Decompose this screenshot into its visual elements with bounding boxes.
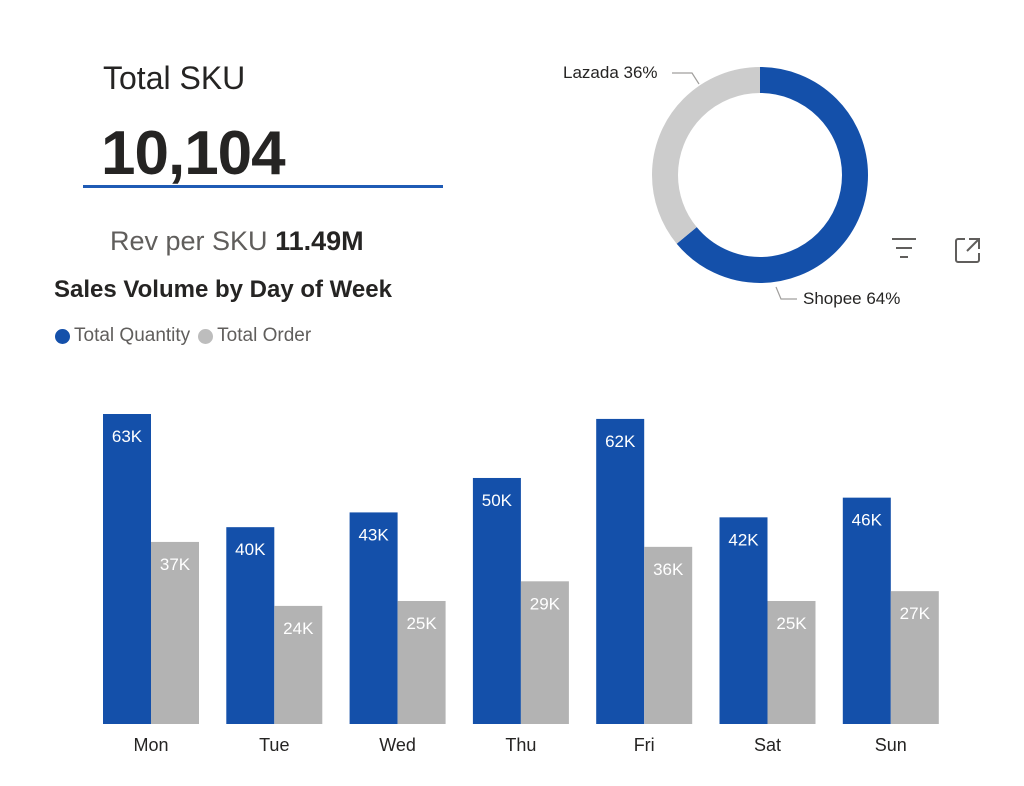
rev-per-sku-label: Rev per SKU [110, 226, 268, 256]
legend-dot-total-quantity [55, 328, 70, 344]
data-label-total-quantity-mon: 63K [112, 427, 143, 446]
x-tick-label-sun: Sun [875, 735, 907, 755]
x-tick-label-wed: Wed [379, 735, 416, 755]
bar-chart: 63K 37K Mon 40K 24K Tue 43K 25K Wed 50K 29K Thu 62K 3… [103, 414, 939, 755]
bar-total-order-fri[interactable] [644, 546, 693, 724]
donut-segment-lazada[interactable] [652, 67, 868, 283]
x-tick-label-tue: Tue [259, 735, 289, 755]
bar-total-quantity-sat[interactable] [719, 517, 768, 724]
chart-title: Sales Volume by Day of Week [54, 276, 392, 303]
data-label-total-quantity-tue: 40K [235, 540, 266, 559]
data-label-total-order-sat: 25K [776, 614, 807, 633]
bar-total-order-tue[interactable] [274, 605, 323, 724]
x-tick-label-fri: Fri [634, 735, 655, 755]
bar-total-quantity-wed[interactable] [349, 512, 398, 724]
bar-total-order-sun[interactable] [890, 591, 939, 724]
legend-dot-total-order [198, 328, 214, 344]
x-tick-label-mon: Mon [133, 735, 168, 755]
data-label-total-quantity-thu: 50K [482, 491, 513, 510]
bar-total-order-mon[interactable] [151, 541, 199, 724]
bar-total-quantity-mon[interactable] [103, 414, 151, 724]
filter-icon [892, 238, 916, 258]
bar-total-quantity-tue[interactable] [226, 527, 275, 724]
bar-total-quantity-fri[interactable] [596, 418, 645, 724]
data-label-total-quantity-fri: 62K [605, 432, 636, 451]
kpi-underline [83, 185, 443, 188]
filter-button[interactable] [886, 230, 922, 266]
data-label-total-order-sun: 27K [900, 604, 931, 623]
data-label-total-order-thu: 29K [530, 594, 561, 613]
data-label-total-quantity-sun: 46K [852, 511, 883, 530]
donut-label-shopee: Shopee 64% [803, 289, 901, 308]
legend-label-total-quantity: Total Quantity [74, 325, 191, 346]
donut-chart[interactable] [640, 60, 880, 300]
bar-total-order-thu[interactable] [520, 581, 569, 724]
data-label-total-order-wed: 25K [406, 614, 437, 633]
kpi-value: 10,104 [101, 119, 286, 188]
bar-total-quantity-sun[interactable] [842, 497, 891, 724]
x-tick-label-thu: Thu [505, 735, 536, 755]
legend-item-total-order[interactable]: Total Order [198, 325, 311, 347]
chart-legend: Total Quantity Total Order [55, 325, 319, 347]
focus-mode-icon [955, 238, 980, 263]
x-tick-label-sat: Sat [754, 735, 781, 755]
bar-total-order-sat[interactable] [767, 600, 816, 724]
bar-total-quantity-thu[interactable] [472, 477, 521, 724]
rev-per-sku-value: 11.49M [275, 226, 364, 256]
bar-total-order-wed[interactable] [397, 600, 446, 724]
legend-label-total-order: Total Order [217, 325, 312, 346]
focus-mode-button[interactable] [950, 232, 986, 268]
kpi-title: Total SKU [103, 60, 246, 96]
rev-per-sku: Rev per SKU 11.49M [110, 226, 364, 257]
data-label-total-order-tue: 24K [283, 619, 314, 638]
data-label-total-order-fri: 36K [653, 560, 684, 579]
data-label-total-quantity-wed: 43K [358, 525, 389, 544]
data-label-total-quantity-sat: 42K [728, 530, 759, 549]
legend-item-total-quantity[interactable]: Total Quantity [55, 325, 190, 347]
donut-label-lazada: Lazada 36% [563, 63, 658, 82]
data-label-total-order-mon: 37K [160, 555, 191, 574]
